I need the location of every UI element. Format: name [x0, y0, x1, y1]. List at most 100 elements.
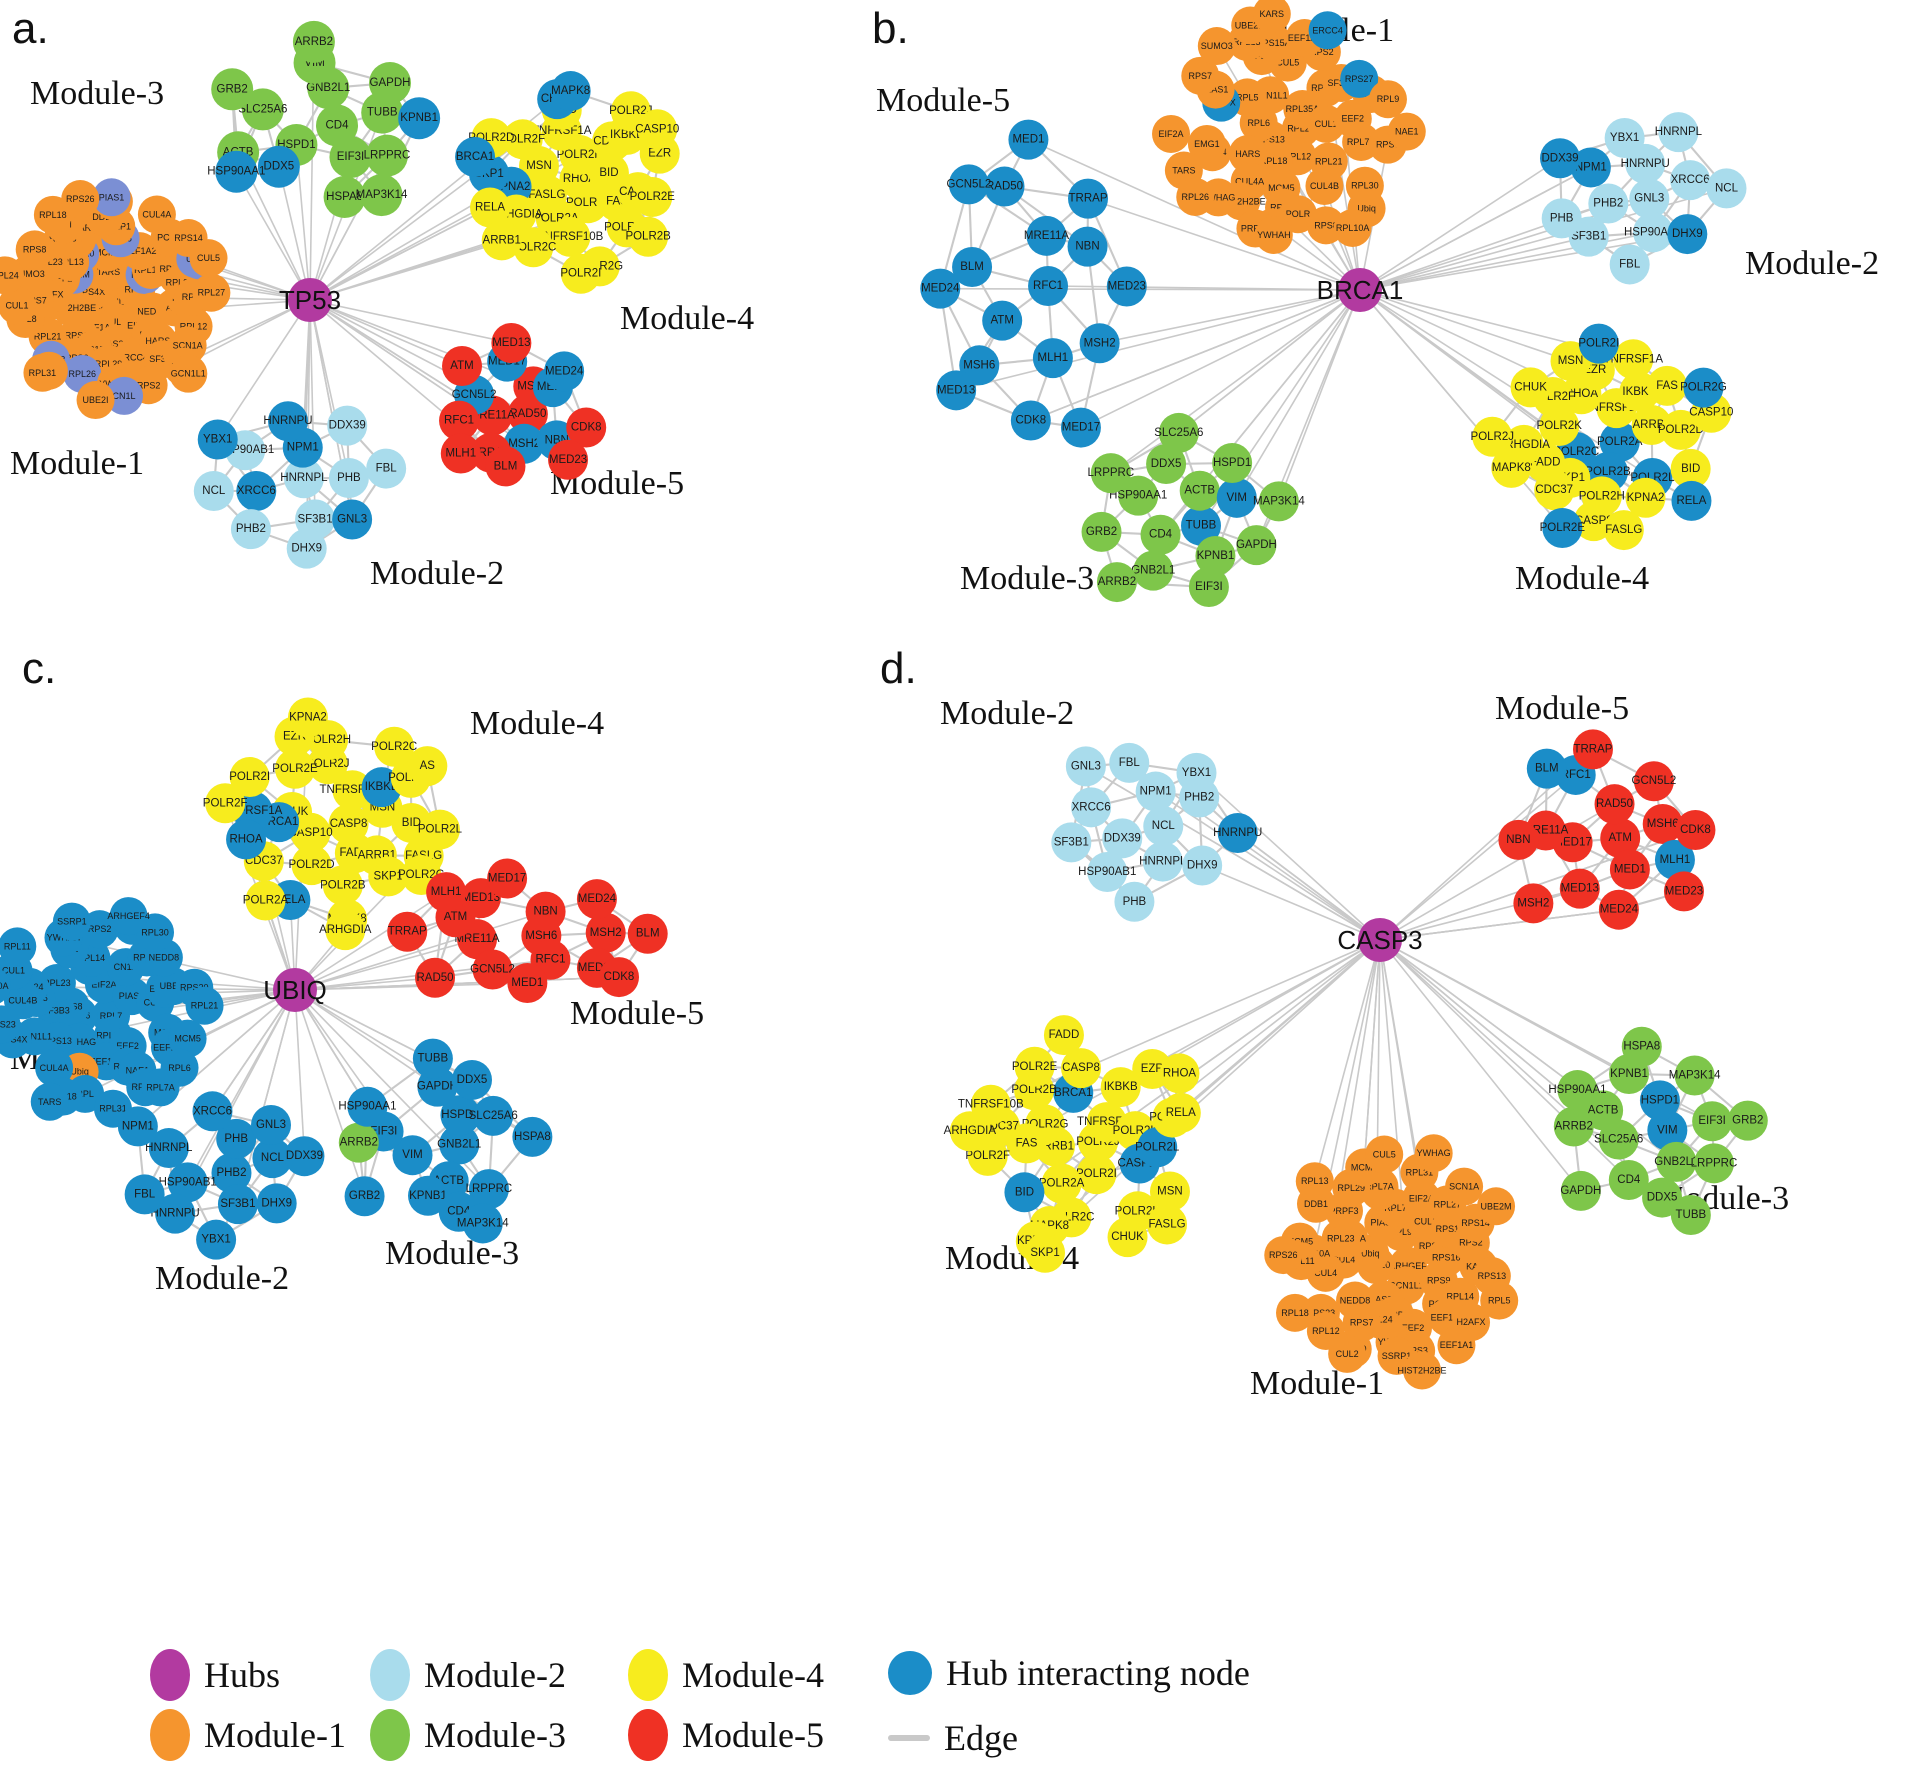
network-node[interactable]: BLM	[1526, 748, 1567, 789]
network-node[interactable]: POLR2I	[1578, 323, 1619, 364]
network-node[interactable]: MED24	[1598, 889, 1639, 930]
network-node[interactable]: CASP8	[1061, 1048, 1102, 1089]
network-node[interactable]: MSH2	[1079, 323, 1120, 364]
network-node[interactable]: POLR2E	[630, 176, 676, 217]
network-node[interactable]: RPS26	[61, 180, 100, 219]
network-node[interactable]: KPNB1	[1195, 535, 1236, 576]
network-node[interactable]: DDX5	[1146, 444, 1187, 485]
network-node[interactable]: POLR2A	[1597, 421, 1643, 462]
network-node[interactable]: RPL31	[23, 353, 62, 392]
network-node[interactable]: DDX39	[1102, 818, 1143, 859]
network-node[interactable]: POLR2I	[229, 756, 270, 797]
network-node[interactable]: RAD50	[415, 957, 456, 998]
network-node[interactable]: DHX9	[1182, 845, 1223, 886]
hub-node[interactable]: TP53	[279, 278, 341, 322]
network-node[interactable]: POLR2F	[203, 783, 248, 824]
network-node[interactable]: MAP3K14	[1669, 1055, 1721, 1096]
network-node[interactable]: NPM1	[1570, 147, 1611, 188]
network-node[interactable]: POLR2J	[1471, 416, 1514, 457]
network-node[interactable]: MED17	[487, 858, 528, 899]
network-node[interactable]: KARS	[1252, 0, 1291, 34]
network-node[interactable]: HARS	[1228, 135, 1267, 174]
network-node[interactable]: SSRP1	[52, 902, 91, 941]
network-node[interactable]: SLC25A6	[1154, 412, 1203, 453]
network-node[interactable]: UBE2I	[76, 381, 115, 420]
network-node[interactable]: XRCC6	[236, 470, 277, 511]
network-node[interactable]: HSP90AB1	[1078, 851, 1136, 892]
network-node[interactable]: CDC37	[1534, 470, 1575, 511]
network-node[interactable]: NCL	[252, 1138, 293, 1179]
network-node[interactable]: CHUK	[1510, 367, 1551, 408]
network-node[interactable]: HSPA8	[1621, 1026, 1662, 1067]
network-node[interactable]: MED23	[1663, 871, 1704, 912]
network-node[interactable]: RPS26	[1264, 1236, 1303, 1275]
network-node[interactable]: RPL13	[1295, 1162, 1334, 1201]
network-node[interactable]: PHB	[216, 1118, 257, 1159]
network-node[interactable]: RFC1	[439, 400, 480, 441]
network-node[interactable]: MED13	[1559, 868, 1600, 909]
network-node[interactable]: HNRNPU	[1213, 812, 1262, 853]
network-node[interactable]: FAS	[1647, 365, 1688, 406]
network-node[interactable]: PHB	[328, 458, 369, 499]
network-node[interactable]: GNB2L1	[1654, 1141, 1698, 1182]
network-node[interactable]: RHOA	[1159, 1053, 1200, 1094]
network-node[interactable]: HNRNPU	[263, 401, 313, 442]
network-node[interactable]: RPL26	[1176, 177, 1215, 216]
network-node[interactable]: MCM5	[168, 1019, 207, 1058]
network-node[interactable]: POLR2F	[500, 119, 545, 160]
network-node[interactable]: KPNA2	[287, 697, 328, 738]
network-node[interactable]: DHX9	[256, 1183, 297, 1224]
network-node[interactable]: HSP90AA1	[207, 150, 265, 193]
network-node[interactable]: GCN5L2	[947, 164, 992, 205]
network-node[interactable]: HIST2H2BE	[1398, 1351, 1447, 1390]
network-node[interactable]: CDK8	[566, 407, 607, 448]
network-node[interactable]: HSP90AB1	[159, 1162, 217, 1203]
network-node[interactable]: KPNB1	[408, 1175, 449, 1216]
network-node[interactable]: TNFRSF10B	[537, 216, 604, 257]
network-node[interactable]: BID	[1004, 1172, 1045, 1213]
network-node[interactable]: FBL	[1609, 244, 1650, 285]
network-node[interactable]: LRPPRC	[1088, 453, 1135, 494]
network-node[interactable]: HNRNPL	[280, 458, 328, 499]
network-node[interactable]: MED23	[1106, 266, 1147, 307]
network-node[interactable]: BLM	[627, 913, 668, 954]
network-node[interactable]: NBN	[525, 891, 566, 932]
network-node[interactable]: RELA	[1671, 480, 1712, 521]
network-node[interactable]: SLC25A6	[469, 1095, 518, 1136]
network-node[interactable]: PHB2	[230, 509, 271, 550]
network-node[interactable]: RFC1	[1028, 266, 1069, 307]
network-node[interactable]: MED24	[576, 879, 617, 920]
network-node[interactable]: RPL10A	[0, 967, 11, 1005]
network-node[interactable]: YBX1	[1604, 117, 1645, 158]
network-node[interactable]: FBL	[1109, 742, 1150, 783]
network-node[interactable]: KPNB1	[398, 97, 441, 140]
network-node[interactable]: RPS8	[15, 230, 54, 269]
network-node[interactable]: HSPD1	[440, 1095, 481, 1136]
network-node[interactable]: POLR2A	[1039, 1163, 1085, 1204]
network-node[interactable]: RELA	[470, 187, 511, 228]
network-node[interactable]: GNL3	[1065, 746, 1106, 787]
network-node[interactable]: PHB	[1541, 198, 1582, 239]
network-node[interactable]: CUL5	[1365, 1135, 1404, 1174]
network-node[interactable]: HSP90AA1	[1109, 475, 1167, 516]
network-node[interactable]: CD4	[1608, 1159, 1649, 1200]
network-node[interactable]: MLH1	[1654, 839, 1695, 880]
network-node[interactable]: SF3B1	[1051, 822, 1092, 863]
network-node[interactable]: GAPDH	[1560, 1170, 1601, 1211]
network-node[interactable]: TUBB	[1670, 1195, 1711, 1236]
network-node[interactable]: KPNA2	[1625, 477, 1666, 518]
network-node[interactable]: IKBKB	[1100, 1067, 1141, 1108]
network-node[interactable]: MAPK8	[550, 71, 591, 112]
network-node[interactable]: CUL4A	[35, 1048, 74, 1087]
network-node[interactable]: BID	[1670, 448, 1711, 489]
network-node[interactable]: GAPDH	[1236, 525, 1277, 566]
network-node[interactable]: CN1L	[105, 376, 144, 415]
network-node[interactable]: MAP3K14	[356, 174, 408, 217]
network-node[interactable]: TRRAP	[387, 911, 428, 952]
network-node[interactable]: GAPDH	[368, 62, 411, 105]
network-node[interactable]: DDX5	[451, 1059, 492, 1100]
network-node[interactable]: ARHGDIA	[319, 910, 372, 951]
network-node[interactable]: RPL11	[0, 927, 37, 966]
network-node[interactable]: POLR2L	[1135, 1127, 1180, 1168]
network-node[interactable]: RPL18	[1276, 1293, 1315, 1332]
